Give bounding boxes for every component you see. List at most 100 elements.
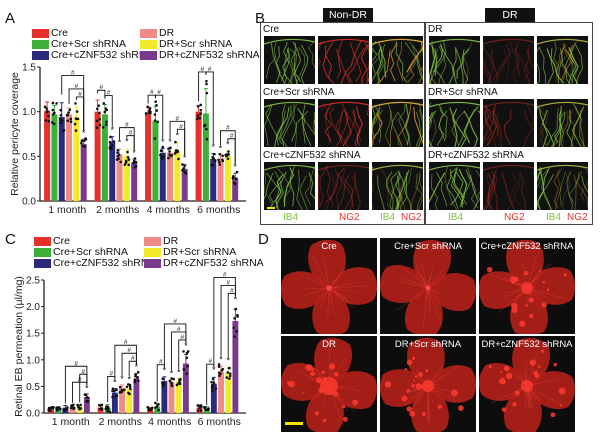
- vessel: [483, 48, 494, 84]
- data-point: [59, 117, 62, 121]
- data-point: [213, 152, 216, 156]
- micrograph: [429, 164, 480, 210]
- vessel: [372, 164, 423, 171]
- significance-hash: #: [75, 83, 79, 90]
- bar: [80, 143, 87, 201]
- data-point: [220, 369, 224, 372]
- tile-label: DR+cZNF532 shRNA: [481, 339, 573, 350]
- legend-item: DR+cZNF532 shRNA: [140, 50, 260, 61]
- vessel: [404, 41, 418, 79]
- data-point: [134, 165, 138, 168]
- leakage-spot: [525, 304, 528, 307]
- bar: [83, 397, 90, 413]
- vessel: [486, 173, 494, 210]
- vessel: [537, 101, 588, 108]
- vessel: [467, 167, 479, 209]
- vessel: [264, 173, 274, 200]
- vessel: [318, 41, 323, 74]
- vessel: [449, 107, 467, 147]
- data-point: [155, 109, 159, 112]
- legend-label: DR: [159, 27, 175, 39]
- vessel: [318, 101, 369, 108]
- significance-star: *: [226, 356, 230, 366]
- vessel: [377, 44, 385, 83]
- vessel: [429, 101, 480, 108]
- data-point: [210, 163, 213, 167]
- data-point: [109, 135, 112, 139]
- data-point: [172, 377, 175, 381]
- significance-bracket: [198, 71, 207, 102]
- significance-hash: #: [159, 359, 163, 366]
- vessel: [389, 171, 401, 210]
- vessel: [264, 164, 315, 171]
- vessel: [488, 170, 498, 210]
- bar: [167, 152, 174, 201]
- vessel: [541, 110, 549, 147]
- legend-swatch: [34, 248, 51, 257]
- vessel: [429, 111, 434, 120]
- vessel: [396, 167, 412, 210]
- micrograph: [372, 101, 423, 147]
- retina-vessel: [328, 285, 367, 289]
- data-point: [203, 123, 207, 127]
- significance-bracket: [97, 89, 106, 99]
- data-point: [211, 377, 215, 381]
- vessel: [483, 175, 495, 210]
- micrograph: [429, 101, 480, 147]
- data-point: [101, 126, 105, 129]
- data-point: [217, 158, 220, 162]
- channel-label-ib4: IB4: [380, 212, 396, 223]
- legend-item: Cre: [34, 236, 70, 247]
- data-point: [123, 388, 126, 392]
- data-point: [148, 106, 152, 110]
- vessel: [355, 106, 364, 145]
- vessel: [483, 110, 487, 131]
- x-tick-label: 6 months: [197, 204, 240, 216]
- legend-swatch: [140, 29, 157, 38]
- data-point: [69, 117, 73, 121]
- vessel: [571, 48, 574, 84]
- vessel: [537, 101, 588, 108]
- retina-vessel: [427, 268, 444, 289]
- data-point: [159, 149, 163, 152]
- significance-hash: #: [180, 334, 184, 341]
- header-dr: DR: [485, 8, 535, 23]
- data-point: [51, 108, 55, 112]
- y-tick-label: 0.0: [26, 409, 40, 420]
- micrograph: [537, 101, 588, 147]
- data-point: [226, 157, 230, 160]
- vessel: [553, 169, 560, 209]
- tile-label: Cre+Scr shRNA: [394, 241, 462, 252]
- significance-hash: #: [124, 339, 128, 346]
- data-point: [111, 389, 114, 393]
- vessel: [432, 41, 447, 73]
- data-point: [233, 317, 236, 320]
- significance-star: *: [170, 368, 174, 378]
- retina-image: [479, 239, 575, 334]
- bar: [174, 150, 181, 201]
- vessel: [314, 172, 315, 177]
- retina-image: [281, 239, 377, 334]
- retina-petal: [503, 386, 542, 432]
- retina: [281, 337, 377, 432]
- data-point: [186, 364, 189, 368]
- legend-item: Cre+Scr shRNA: [34, 247, 128, 258]
- vessel: [275, 46, 281, 83]
- vessel: [568, 47, 579, 84]
- significance-hash: #: [173, 318, 177, 325]
- vessel: [539, 108, 546, 147]
- data-point: [169, 146, 172, 150]
- significance-bracket: [205, 71, 214, 144]
- channel-label-ng2: NG2: [504, 212, 525, 223]
- data-point: [96, 107, 99, 111]
- significance-star: *: [177, 367, 181, 377]
- y-tick-label: 1.5: [22, 63, 36, 74]
- vessel: [278, 104, 286, 139]
- data-point: [125, 385, 129, 389]
- data-point: [86, 396, 90, 399]
- data-point: [217, 371, 221, 375]
- vessel: [451, 110, 466, 146]
- significance-star: *: [219, 355, 223, 365]
- data-point: [160, 157, 164, 160]
- legend-swatch: [144, 259, 161, 268]
